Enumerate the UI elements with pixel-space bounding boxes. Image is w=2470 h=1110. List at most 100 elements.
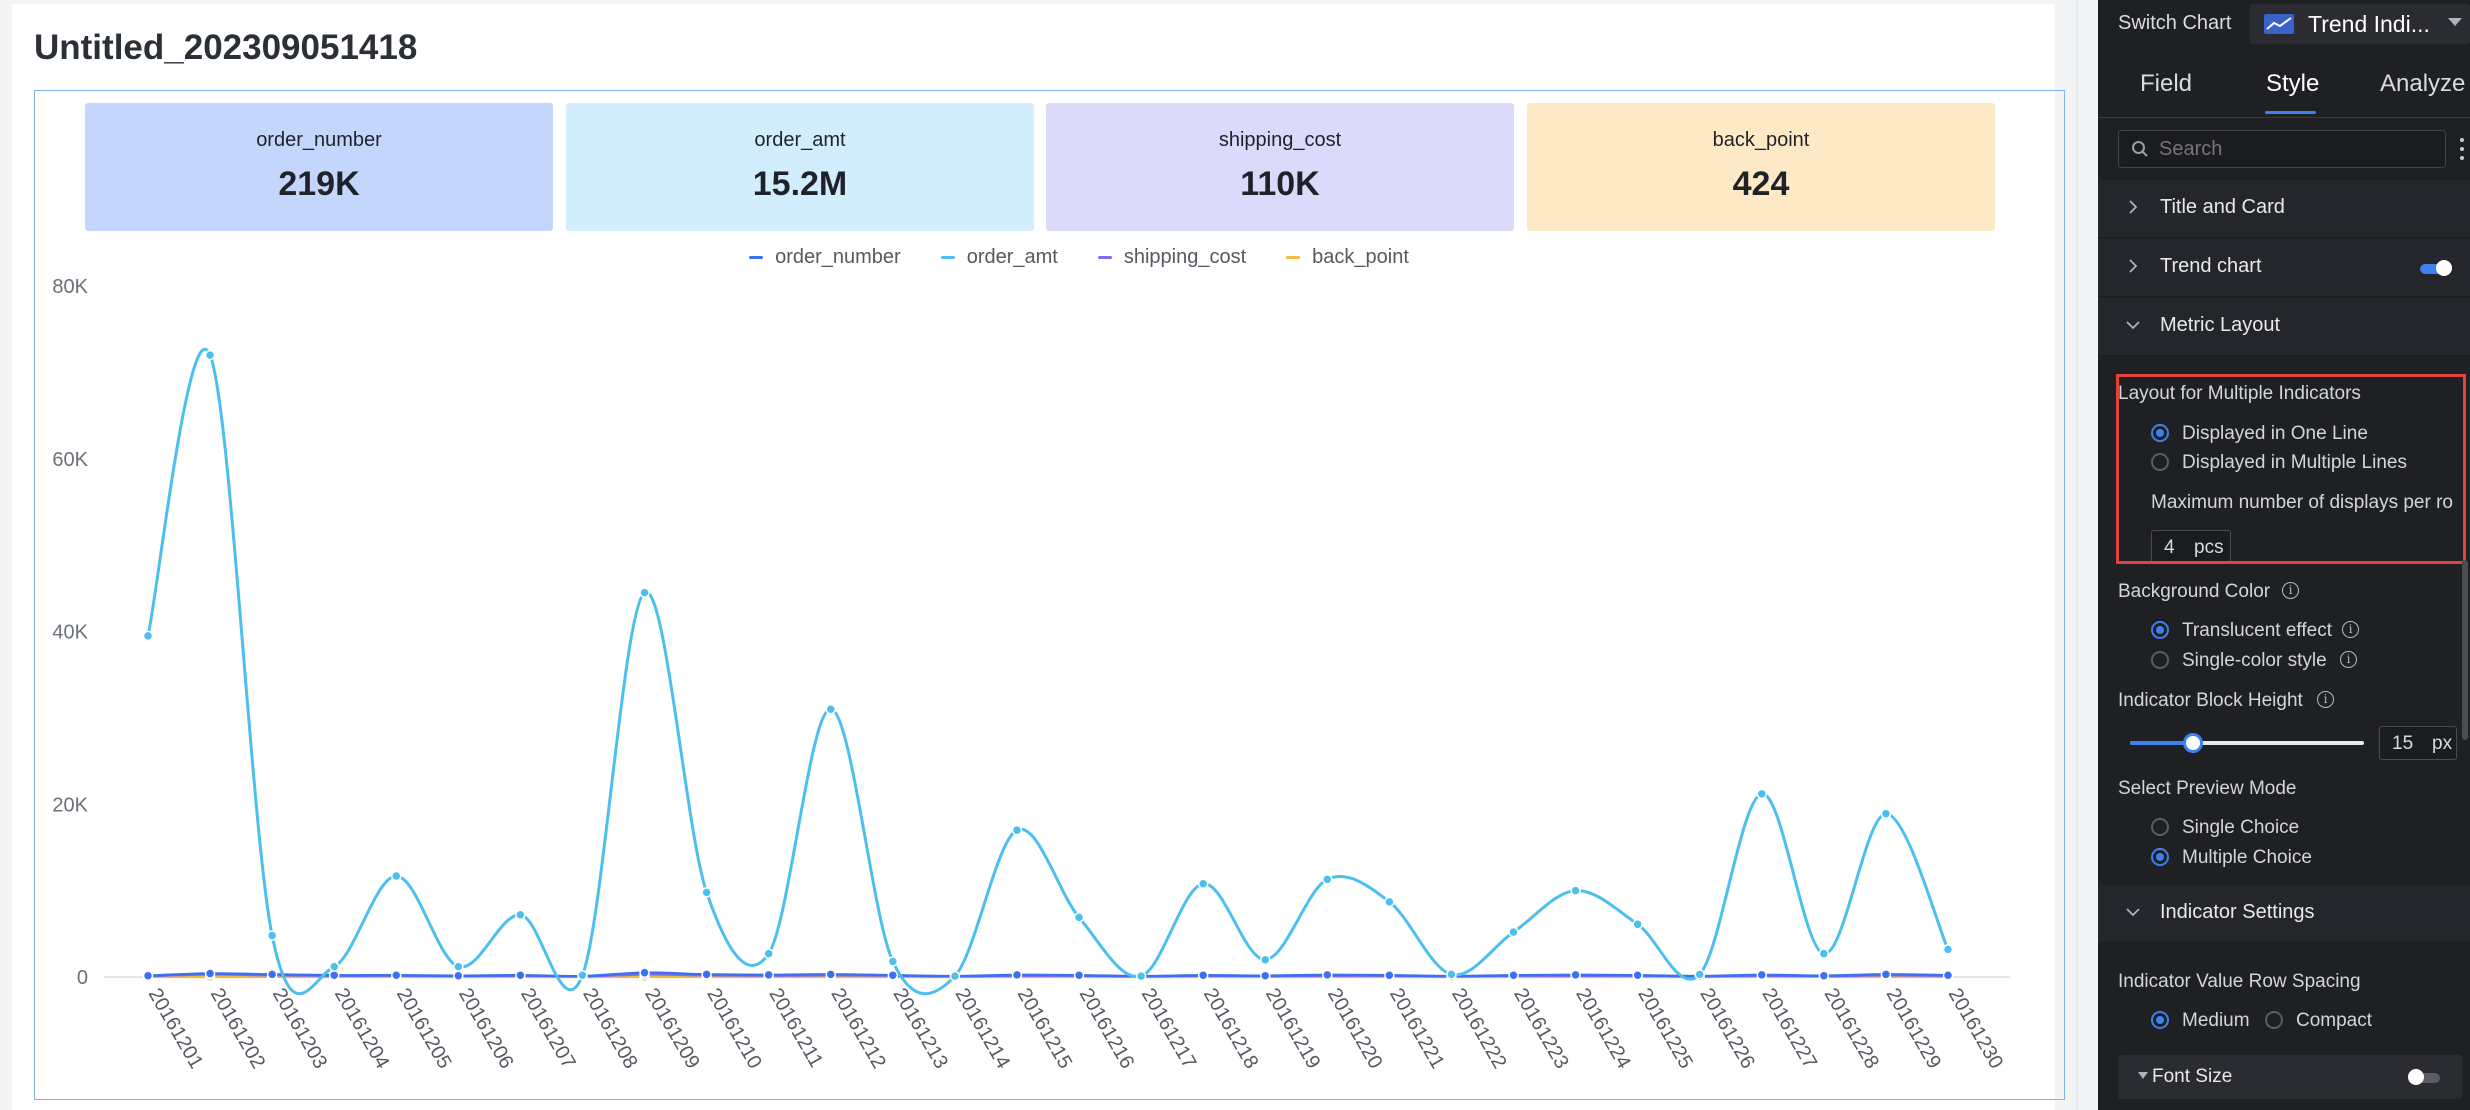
- radio-multiple-choice[interactable]: [2151, 848, 2169, 866]
- info-icon[interactable]: i: [2282, 582, 2299, 599]
- radio-translucent-label[interactable]: Translucent effect: [2182, 620, 2332, 641]
- data-point-order_number: [515, 970, 526, 981]
- kpi-card-order-amt[interactable]: order_amt 15.2M: [566, 103, 1034, 231]
- section-metric-layout[interactable]: Metric Layout: [2098, 298, 2470, 356]
- legend-item-order-amt[interactable]: order_amt: [940, 246, 1058, 269]
- data-point-order_amt: [577, 970, 588, 981]
- kpi-value: 424: [1732, 165, 1790, 203]
- data-point-order_amt: [266, 930, 278, 941]
- data-point-order_amt: [391, 870, 402, 882]
- x-tick-label: 20161223: [1509, 985, 1573, 1073]
- info-icon[interactable]: i: [2342, 621, 2359, 638]
- radio-translucent[interactable]: [2151, 621, 2169, 639]
- chevron-right-icon: [2129, 200, 2138, 214]
- section-trend-chart[interactable]: Trend chart: [2098, 239, 2470, 297]
- search-icon: [2132, 141, 2148, 157]
- data-point-order_amt: [949, 970, 961, 982]
- kpi-label: shipping_cost: [1218, 129, 1342, 151]
- radio-single-choice-label[interactable]: Single Choice: [2182, 817, 2300, 838]
- preview-mode-label: Select Preview Mode: [2118, 778, 2297, 799]
- active-tab-indicator: [2265, 111, 2316, 114]
- info-icon[interactable]: i: [2340, 651, 2357, 668]
- max-per-row-label: Maximum number of displays per ro: [2151, 492, 2453, 513]
- radio-medium[interactable]: [2151, 1011, 2169, 1029]
- x-tick-label: 20161224: [1571, 985, 1635, 1073]
- data-point-order_amt: [701, 887, 712, 898]
- kpi-card-back-point[interactable]: back_point 424: [1527, 103, 1995, 231]
- data-point-order_amt: [639, 587, 650, 598]
- data-point-order_amt: [515, 909, 526, 921]
- search-box[interactable]: [2118, 130, 2446, 168]
- y-tick-label: 80K: [52, 276, 88, 298]
- x-tick-label: 20161226: [1695, 985, 1759, 1073]
- page-title[interactable]: Untitled_202309051418: [34, 28, 418, 67]
- trend-chart-toggle[interactable]: [2420, 260, 2452, 276]
- radio-multiple-lines-label[interactable]: Displayed in Multiple Lines: [2182, 452, 2407, 473]
- tab-analyze[interactable]: Analyze: [2380, 70, 2466, 97]
- info-icon[interactable]: i: [2317, 691, 2334, 708]
- section-title-and-card[interactable]: Title and Card: [2098, 180, 2470, 238]
- panel-scrollbar[interactable]: [2462, 560, 2468, 740]
- data-point-order_number: [1011, 969, 1023, 981]
- chart-selection-frame[interactable]: [34, 90, 2065, 1100]
- block-height-input[interactable]: 15 px: [2379, 726, 2457, 760]
- data-point-order_amt: [1322, 874, 1333, 885]
- font-size-toggle[interactable]: [2408, 1069, 2440, 1085]
- more-options-icon[interactable]: [2460, 136, 2464, 162]
- section-label: Metric Layout: [2160, 314, 2281, 336]
- radio-multiple-choice-label[interactable]: Multiple Choice: [2182, 847, 2312, 868]
- data-point-order_amt: [1011, 824, 1023, 836]
- data-point-order_number: [887, 970, 899, 981]
- tab-style[interactable]: Style: [2266, 70, 2320, 97]
- kpi-card-shipping-cost[interactable]: shipping_cost 110K: [1046, 103, 1514, 231]
- slider-thumb[interactable]: [2183, 733, 2204, 753]
- x-tick-label: 20161202: [206, 985, 270, 1073]
- data-point-order_amt: [328, 961, 340, 972]
- legend-item-shipping-cost[interactable]: shipping_cost: [1097, 246, 1246, 269]
- kpi-value: 219K: [278, 165, 360, 203]
- data-point-order_number: [763, 969, 774, 981]
- radio-one-line[interactable]: [2151, 424, 2169, 442]
- data-point-order_amt: [1259, 954, 1271, 965]
- x-tick-label: 20161228: [1820, 985, 1884, 1073]
- x-tick-label: 20161216: [1075, 985, 1139, 1073]
- kpi-card-order-number[interactable]: order_number 219K: [85, 103, 553, 231]
- radio-one-line-label[interactable]: Displayed in One Line: [2182, 423, 2368, 444]
- legend-swatch: [1097, 256, 1112, 259]
- x-tick-label: 20161213: [888, 985, 952, 1073]
- legend-swatch: [749, 256, 764, 259]
- chevron-right-icon: [2129, 259, 2138, 273]
- radio-single-color-label[interactable]: Single-color style: [2182, 650, 2327, 671]
- chart-legend: order_number order_amt shipping_cost bac…: [0, 246, 2098, 269]
- radio-compact[interactable]: [2265, 1011, 2283, 1029]
- data-point-order_amt: [1197, 878, 1209, 889]
- radio-medium-label[interactable]: Medium: [2182, 1010, 2250, 1031]
- background-color-label: Background Color: [2118, 581, 2271, 602]
- data-point-order_amt: [763, 948, 774, 959]
- block-height-slider[interactable]: [2130, 733, 2364, 753]
- font-size-row[interactable]: Font Size: [2118, 1055, 2462, 1099]
- trend-line-chart: 020K40K60K80K201612012016120220161203201…: [52, 276, 2010, 1073]
- section-indicator-settings[interactable]: Indicator Settings: [2098, 885, 2470, 943]
- legend-item-order-number[interactable]: order_number: [749, 246, 901, 269]
- search-input[interactable]: [2159, 138, 2429, 161]
- legend-label: order_number: [775, 246, 901, 268]
- radio-single-color[interactable]: [2151, 651, 2169, 669]
- tab-field[interactable]: Field: [2140, 70, 2193, 97]
- data-point-order_number: [1818, 970, 1830, 981]
- chart-type-dropdown[interactable]: Trend Indi...: [2250, 4, 2470, 44]
- max-per-row-input[interactable]: 4 pcs: [2151, 530, 2231, 564]
- data-point-order_amt: [1942, 944, 1954, 955]
- data-point-order_number: [1073, 970, 1085, 981]
- chevron-down-icon: [2126, 321, 2140, 330]
- layout-multiple-label: Layout for Multiple Indicators: [2118, 383, 2361, 404]
- radio-single-choice[interactable]: [2151, 818, 2169, 836]
- radio-compact-label[interactable]: Compact: [2296, 1010, 2373, 1031]
- data-point-order_amt: [1446, 969, 1457, 980]
- x-tick-label: 20161207: [516, 985, 580, 1073]
- legend-item-back-point[interactable]: back_point: [1286, 246, 1409, 269]
- data-point-order_amt: [1135, 970, 1147, 982]
- radio-multiple-lines[interactable]: [2151, 453, 2169, 471]
- row-spacing-label: Indicator Value Row Spacing: [2118, 971, 2361, 992]
